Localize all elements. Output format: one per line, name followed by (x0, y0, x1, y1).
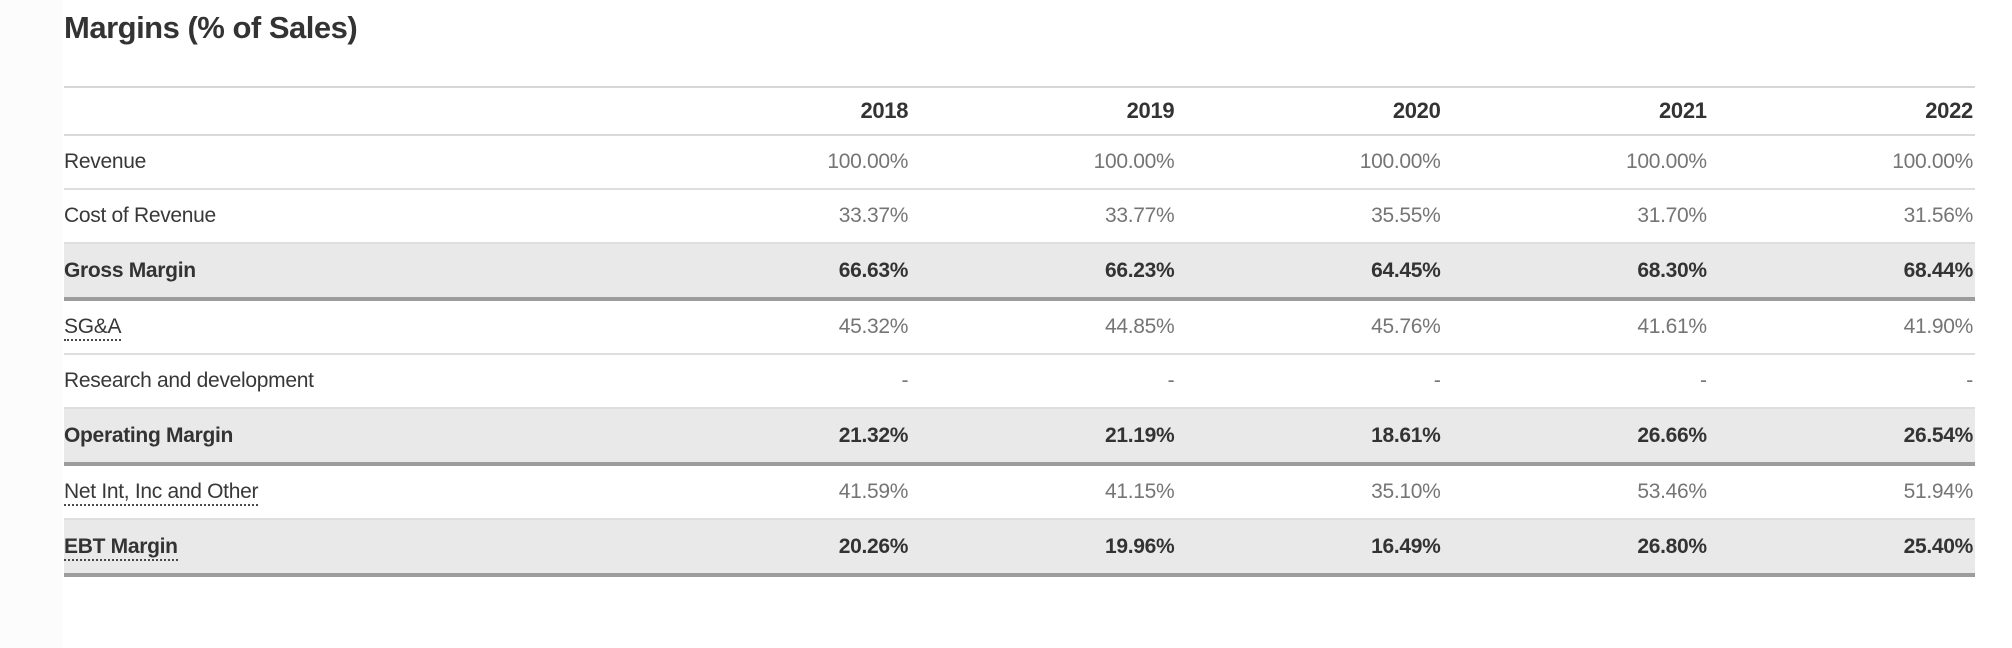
row-label-with-tooltip[interactable]: Net Int, Inc and Other (64, 480, 258, 506)
row-label-cell: Cost of Revenue (64, 189, 644, 244)
cell-value: 51.94% (1708, 464, 1975, 520)
cell-value: 21.19% (910, 408, 1177, 466)
table-row: Cost of Revenue 33.37% 33.77% 35.55% 31.70% 3… (64, 189, 1975, 244)
cell-value: 20.26% (644, 519, 911, 577)
cell-value: 25.40% (1708, 519, 1975, 577)
cell-value: 21.32% (644, 408, 911, 466)
cell-value: 100.00% (644, 135, 911, 190)
cell-value: - (1176, 354, 1443, 409)
row-label: Research and development (64, 369, 314, 392)
cell-value: 41.59% (644, 464, 911, 520)
cell-value: - (1708, 354, 1975, 409)
row-label-with-tooltip[interactable]: EBT Margin (64, 535, 178, 561)
cell-value: 33.37% (644, 189, 911, 244)
cell-value: - (1442, 354, 1709, 409)
cell-value: 33.77% (910, 189, 1177, 244)
table-row: Research and development - - - - - (64, 354, 1975, 409)
table-header-row: 2018 2019 2020 2021 2022 (64, 87, 1975, 136)
row-label: Revenue (64, 150, 146, 173)
row-label-cell: EBT Margin (64, 519, 644, 577)
row-label-cell: Revenue (64, 135, 644, 190)
cell-value: - (910, 354, 1177, 409)
cell-value: 100.00% (1176, 135, 1443, 190)
corner-cell (64, 87, 644, 136)
cell-value: 35.55% (1176, 189, 1443, 244)
cell-value: 26.66% (1442, 408, 1709, 466)
cell-value: 45.76% (1176, 299, 1443, 355)
cell-value: 44.85% (910, 299, 1177, 355)
row-label-cell: Net Int, Inc and Other (64, 464, 644, 520)
row-label-cell: Research and development (64, 354, 644, 409)
cell-value: 31.70% (1442, 189, 1709, 244)
row-label-cell: Operating Margin (64, 408, 644, 466)
row-label-with-tooltip[interactable]: SG&A (64, 315, 121, 341)
cell-value: 68.44% (1708, 243, 1975, 301)
cell-value: 41.15% (910, 464, 1177, 520)
subtotal-row: Operating Margin 21.32% 21.19% 18.61% 26.66%… (64, 408, 1975, 466)
cell-value: 64.45% (1176, 243, 1443, 301)
cell-value: 41.90% (1708, 299, 1975, 355)
cell-value: 66.23% (910, 243, 1177, 301)
margins-table: 2018 2019 2020 2021 2022 Revenue 100.00% 100.0… (64, 86, 1975, 577)
table-row: Net Int, Inc and Other 41.59% 41.15% 35.10%… (64, 464, 1975, 520)
col-header-year: 2020 (1176, 87, 1443, 136)
cell-value: 31.56% (1708, 189, 1975, 244)
subtotal-row: Gross Margin 66.63% 66.23% 64.45% 68.30% 68.4… (64, 243, 1975, 301)
col-header-year: 2021 (1442, 87, 1709, 136)
cell-value: 53.46% (1442, 464, 1709, 520)
cell-value: 100.00% (910, 135, 1177, 190)
cell-value: 18.61% (1176, 408, 1443, 466)
cell-value: 41.61% (1442, 299, 1709, 355)
cell-value: 68.30% (1442, 243, 1709, 301)
row-label-cell: SG&A (64, 299, 644, 355)
cell-value: 16.49% (1176, 519, 1443, 577)
col-header-year: 2022 (1708, 87, 1975, 136)
cell-value: 19.96% (910, 519, 1177, 577)
subtotal-row: EBT Margin 20.26% 19.96% 16.49% 26.80% 25.40% (64, 519, 1975, 577)
row-label: Operating Margin (64, 424, 234, 447)
cell-value: 26.54% (1708, 408, 1975, 466)
cell-value: 66.63% (644, 243, 911, 301)
table-row: SG&A 45.32% 44.85% 45.76% 41.61% 41.90% (64, 299, 1975, 355)
cell-value: 45.32% (644, 299, 911, 355)
cell-value: - (644, 354, 911, 409)
row-label-cell: Gross Margin (64, 243, 644, 301)
margins-section: Margins (% of Sales) 2018 2019 2020 2021 202… (64, 0, 1975, 577)
cell-value: 100.00% (1708, 135, 1975, 190)
row-label: Cost of Revenue (64, 204, 216, 227)
col-header-year: 2019 (910, 87, 1177, 136)
col-header-year: 2018 (644, 87, 911, 136)
cell-value: 100.00% (1442, 135, 1709, 190)
table-row: Revenue 100.00% 100.00% 100.00% 100.00% 100.0… (64, 135, 1975, 190)
page-left-gutter (0, 0, 63, 648)
row-label: Gross Margin (64, 259, 196, 282)
page-title: Margins (% of Sales) (64, 10, 358, 45)
table-body: Revenue 100.00% 100.00% 100.00% 100.00% 100.0… (64, 135, 1975, 577)
cell-value: 26.80% (1442, 519, 1709, 577)
cell-value: 35.10% (1176, 464, 1443, 520)
